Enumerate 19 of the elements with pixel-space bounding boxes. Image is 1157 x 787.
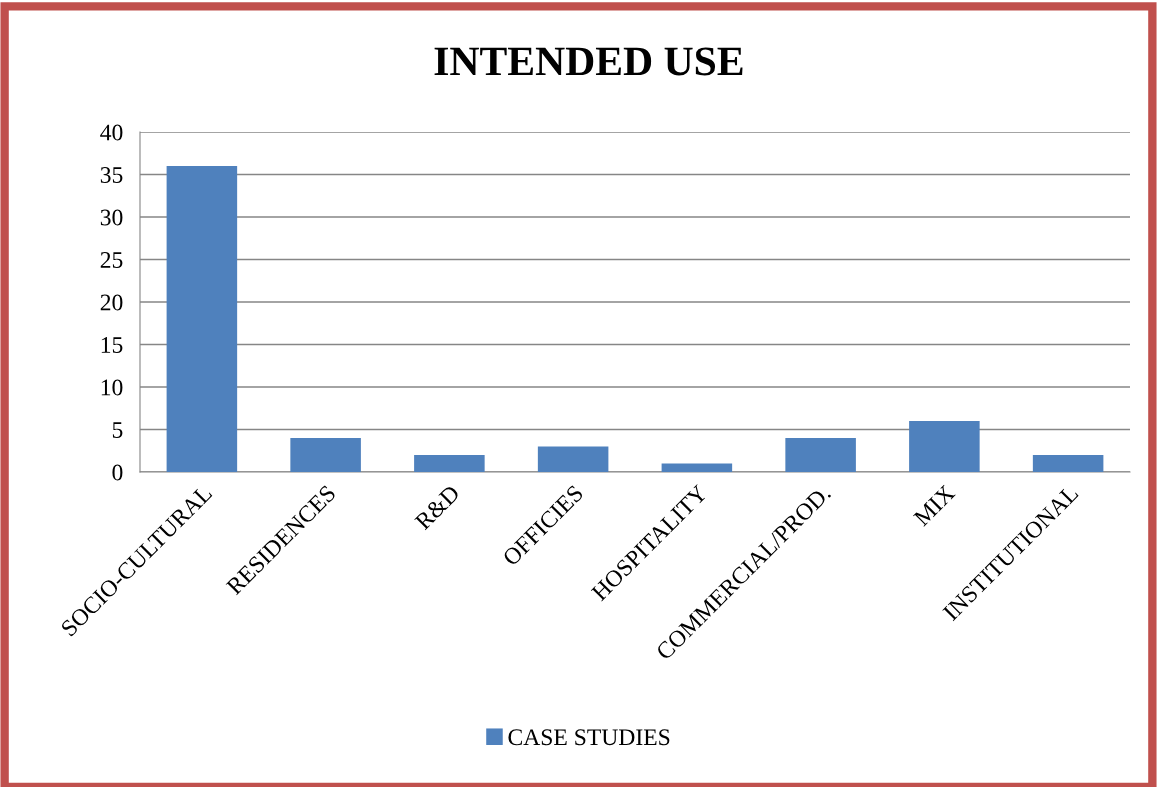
bar	[290, 438, 361, 472]
chart-title: INTENDED USE	[434, 47, 743, 76]
y-tick-label: 5	[112, 422, 123, 438]
y-tick-label: 25	[100, 252, 123, 268]
y-tick-label: 0	[112, 464, 123, 481]
bar	[166, 166, 238, 472]
y-tick-label: 35	[100, 167, 123, 183]
bar	[537, 446, 609, 472]
bar	[1032, 455, 1104, 472]
bar	[414, 455, 485, 472]
bar	[785, 438, 856, 472]
y-tick-label: 30	[100, 209, 123, 226]
bar	[661, 463, 733, 472]
y-tick-label: 20	[100, 294, 123, 311]
y-tick-label: 10	[101, 379, 123, 396]
legend-label: CASE STUDIES	[508, 729, 670, 746]
y-tick-label: 15	[101, 337, 123, 353]
y-tick-label: 40	[100, 124, 123, 141]
bar	[909, 421, 980, 472]
